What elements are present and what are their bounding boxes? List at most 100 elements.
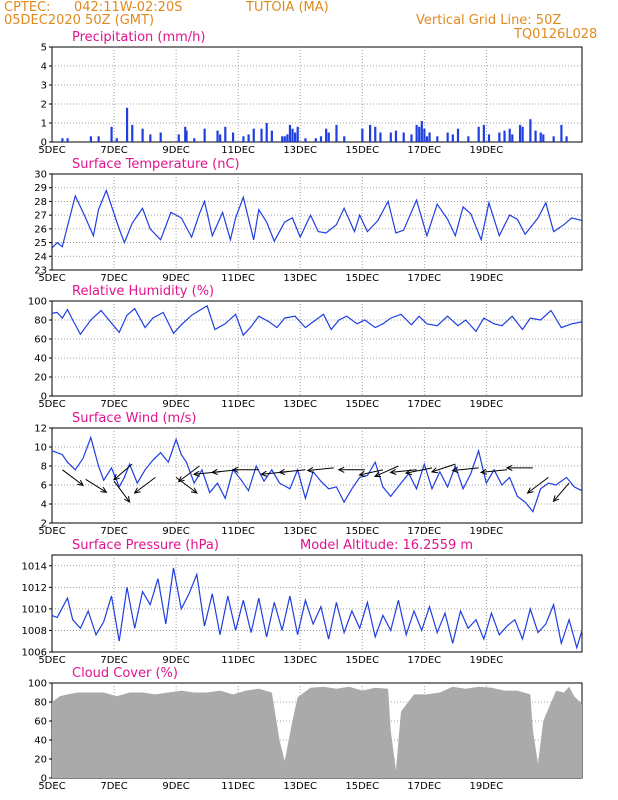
precip-bar [97, 136, 100, 142]
x-tick-label: 19DEC [469, 145, 503, 156]
precip-bar [288, 124, 292, 142]
precip-bar [361, 128, 364, 142]
precip-bar [327, 132, 330, 142]
x-tick-label: 5DEC [38, 655, 65, 666]
x-tick-label: 15DEC [345, 781, 379, 792]
x-tick-label: 5DEC [38, 399, 65, 410]
wind-vector-head [451, 466, 459, 474]
x-tick-label: 11DEC [221, 526, 255, 537]
x-tick-label: 9DEC [162, 655, 189, 666]
wind-vector-head [190, 487, 198, 494]
precip-bar [314, 138, 317, 142]
precip-bar [283, 136, 286, 142]
x-tick-label: 7DEC [100, 399, 127, 410]
y-tick-label: 30 [34, 170, 47, 181]
precip-bar [89, 136, 92, 142]
precip-bar [219, 134, 222, 142]
x-tick-label: 13DEC [283, 781, 317, 792]
precip-bar [446, 132, 449, 142]
precip-bar [325, 128, 328, 142]
x-tick-label: 15DEC [345, 273, 379, 284]
wind-vector-head [552, 495, 560, 503]
precip-bar [296, 126, 299, 142]
precip-bar [242, 136, 245, 142]
precip-bar [415, 124, 418, 142]
wind-vector [134, 476, 156, 494]
wind-vector [452, 467, 479, 471]
precip-bar [508, 128, 511, 142]
series-line [51, 188, 583, 249]
x-tick-label: 19DEC [469, 273, 503, 284]
y-tick-label: 40 [34, 736, 47, 747]
x-tick-label: 17DEC [407, 526, 441, 537]
precip-bar [518, 124, 522, 142]
precip-bar [374, 126, 377, 142]
wind-vector-head [177, 476, 185, 483]
wind-vector-head [479, 468, 487, 475]
wind-vector-head [505, 464, 513, 471]
precip-bar [410, 134, 413, 142]
wind-vector [553, 482, 570, 502]
precip-bar [231, 132, 235, 142]
series-line [51, 567, 583, 650]
wind-vector [480, 469, 508, 473]
wind-vector [279, 469, 306, 473]
wind-vector-head [526, 487, 534, 494]
precip-bar [498, 132, 501, 142]
x-tick-label: 15DEC [345, 655, 379, 666]
y-tick-label: 1 [41, 119, 47, 130]
x-tick-label: 17DEC [407, 781, 441, 792]
x-tick-label: 15DEC [345, 145, 379, 156]
y-tick-label: 100 [28, 679, 47, 690]
y-tick-label: 25 [34, 238, 47, 249]
x-tick-label: 19DEC [469, 655, 503, 666]
y-tick-label: 20 [34, 373, 47, 384]
x-tick-label: 17DEC [407, 145, 441, 156]
precip-bar [560, 124, 563, 142]
y-tick-label: 1012 [22, 583, 47, 594]
x-tick-label: 15DEC [345, 399, 379, 410]
x-tick-label: 11DEC [221, 273, 255, 284]
x-tick-label: 7DEC [100, 145, 127, 156]
y-tick-label: 0 [41, 138, 47, 149]
panel-frame [51, 554, 583, 653]
y-tick-label: 2 [41, 100, 47, 111]
precip-bar [260, 128, 263, 142]
precip-bar [184, 126, 187, 142]
x-tick-label: 7DEC [100, 273, 127, 284]
wind-vector-head [113, 474, 120, 481]
precip-bar [451, 134, 454, 142]
panel-title: Precipitation (mm/h) [72, 30, 205, 45]
precip-bar [343, 136, 346, 142]
y-tick-label: 28 [34, 197, 47, 208]
wind-vector [62, 469, 84, 486]
wind-vector [431, 463, 456, 473]
precip-bar [247, 134, 250, 142]
wind-vector [390, 469, 417, 473]
wind-vector [374, 465, 399, 477]
y-tick-label: 2 [41, 519, 47, 530]
y-tick-label: 26 [34, 224, 47, 235]
x-tick-label: 5DEC [38, 781, 65, 792]
x-tick-label: 9DEC [162, 273, 189, 284]
y-tick-label: 8 [41, 462, 47, 473]
panel-frame [51, 46, 583, 143]
precip-bar [482, 124, 485, 142]
x-tick-label: 5DEC [38, 273, 65, 284]
y-tick-label: 1010 [22, 604, 47, 615]
y-tick-label: 12 [34, 424, 47, 435]
wind-vector [85, 478, 107, 493]
precip-bar [503, 130, 506, 142]
panel-title: Surface Pressure (hPa) [72, 538, 219, 553]
wind-vector-head [133, 487, 141, 494]
wind-vector [178, 465, 200, 483]
precip-bar [115, 138, 118, 142]
x-tick-label: 15DEC [345, 526, 379, 537]
precip-bar [335, 124, 338, 142]
wind-vector-head [100, 486, 108, 493]
precip-bar [425, 136, 429, 142]
y-tick-label: 3 [41, 81, 47, 92]
x-tick-label: 7DEC [100, 526, 127, 537]
panel-title: Cloud Cover (%) [72, 666, 178, 681]
